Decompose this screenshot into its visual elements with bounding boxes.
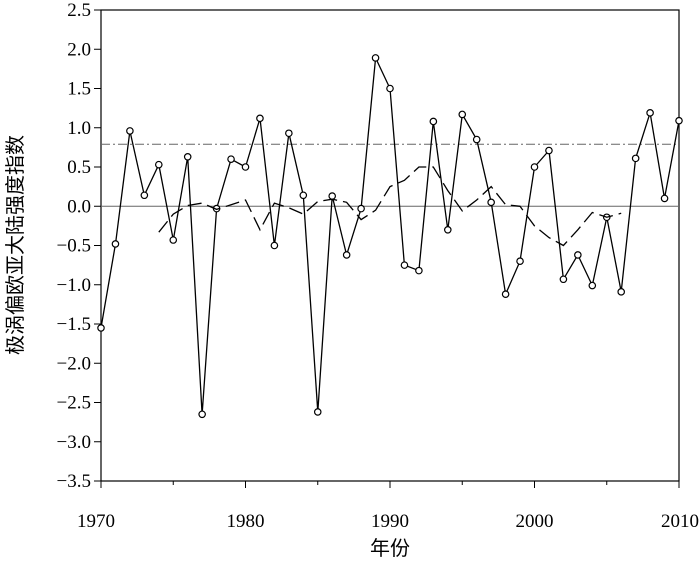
y-tick-label: −3.5 bbox=[57, 471, 91, 492]
data-point bbox=[342, 251, 351, 259]
data-point bbox=[675, 116, 683, 125]
data-point bbox=[313, 408, 322, 416]
data-point bbox=[415, 266, 423, 275]
data-point bbox=[241, 163, 250, 171]
data-point bbox=[443, 226, 452, 234]
data-point bbox=[126, 127, 134, 135]
x-tick-label: 1980 bbox=[227, 511, 265, 532]
data-point bbox=[111, 240, 120, 248]
y-tick-label: −2.5 bbox=[57, 393, 91, 414]
x-tick-label: 1990 bbox=[371, 511, 409, 532]
data-point bbox=[256, 114, 264, 123]
y-tick-label: 1.5 bbox=[67, 79, 91, 100]
y-tick-label: −0.5 bbox=[57, 236, 91, 257]
y-axis: 2.5 2.0 1.5 1.0 0.5 0.0 −0.5 −1.0 −1.5 −2.0 −2.5 −3… bbox=[57, 0, 101, 492]
data-point bbox=[501, 290, 510, 298]
y-tick-label: 2.0 bbox=[67, 39, 91, 60]
data-point bbox=[646, 109, 654, 117]
x-axis: 1970 1980 1990 2000 2010 bbox=[77, 481, 699, 532]
data-point bbox=[631, 154, 640, 163]
data-point bbox=[559, 275, 568, 284]
data-point bbox=[285, 129, 293, 138]
data-point bbox=[545, 146, 553, 155]
data-point bbox=[588, 281, 597, 290]
y-tick-label: −3.0 bbox=[57, 432, 91, 453]
data-point bbox=[169, 236, 178, 244]
data-point bbox=[487, 198, 495, 207]
x-tick-label: 2010 bbox=[661, 511, 699, 532]
x-tick-label: 1970 bbox=[77, 511, 115, 532]
y-tick-label: 2.5 bbox=[67, 0, 91, 21]
data-point bbox=[574, 251, 582, 259]
x-axis-title: 年份 bbox=[370, 536, 410, 560]
y-tick-label: −2.0 bbox=[57, 353, 91, 374]
y-tick-label: 0.0 bbox=[67, 196, 91, 217]
data-point bbox=[183, 152, 192, 161]
data-point bbox=[155, 160, 163, 169]
data-point bbox=[660, 194, 669, 203]
data-point bbox=[458, 110, 467, 119]
reference-lines bbox=[101, 143, 679, 207]
x-tick-label: 2000 bbox=[516, 511, 554, 532]
data-point bbox=[299, 191, 308, 200]
data-point bbox=[198, 410, 206, 419]
data-point bbox=[328, 192, 337, 200]
data-point bbox=[140, 191, 149, 200]
y-tick-label: 0.5 bbox=[67, 157, 91, 178]
y-tick-label: −1.0 bbox=[57, 275, 91, 296]
data-point bbox=[400, 261, 409, 269]
data-point bbox=[472, 135, 481, 144]
data-point bbox=[371, 54, 380, 62]
data-point bbox=[270, 241, 279, 250]
y-tick-label: −1.5 bbox=[57, 314, 91, 335]
data-point bbox=[617, 288, 626, 296]
y-axis-title: 极涡偏欧亚大陆强度指数 bbox=[3, 135, 27, 355]
data-point bbox=[97, 324, 105, 332]
data-point bbox=[227, 155, 235, 163]
series-line-0 bbox=[100, 55, 680, 415]
data-point bbox=[357, 204, 365, 213]
y-tick-label: 1.0 bbox=[67, 118, 91, 139]
data-point bbox=[429, 117, 438, 126]
data-point bbox=[516, 257, 524, 266]
series-line-1 bbox=[158, 166, 622, 247]
data-point bbox=[386, 84, 394, 93]
data-point bbox=[530, 163, 539, 171]
series-layer bbox=[97, 54, 683, 419]
plot-frame bbox=[100, 9, 680, 482]
